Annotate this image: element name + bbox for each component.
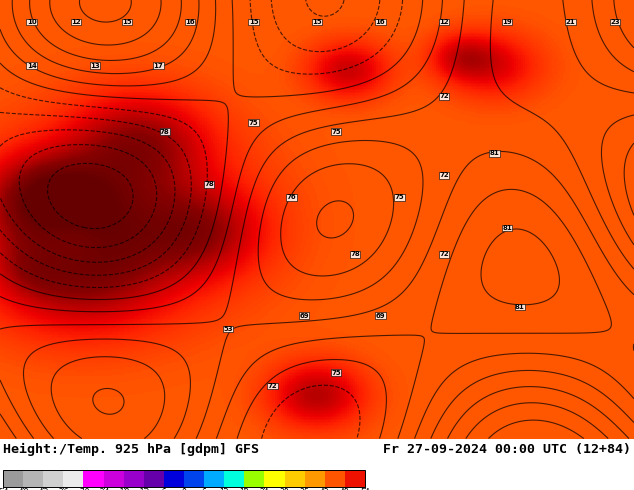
Text: 12: 12 — [219, 488, 229, 490]
Text: 54: 54 — [360, 488, 370, 490]
Text: 76: 76 — [287, 195, 297, 200]
Text: 81: 81 — [489, 150, 500, 156]
Text: 72: 72 — [439, 251, 449, 257]
Text: 23: 23 — [610, 19, 620, 25]
Text: 78: 78 — [204, 181, 214, 187]
Text: 10: 10 — [27, 19, 37, 25]
Text: 12: 12 — [71, 19, 81, 25]
Text: 14: 14 — [27, 63, 37, 69]
Text: -24: -24 — [98, 488, 110, 490]
Text: 75: 75 — [331, 370, 341, 376]
Text: 15: 15 — [249, 19, 259, 25]
Text: 12: 12 — [439, 19, 449, 25]
Text: -18: -18 — [117, 488, 130, 490]
Text: 13: 13 — [90, 63, 100, 69]
Bar — [264, 470, 285, 487]
Bar — [224, 470, 244, 487]
Text: 0: 0 — [181, 488, 186, 490]
Bar — [305, 470, 325, 487]
Bar — [23, 470, 43, 487]
Bar — [204, 470, 224, 487]
Bar — [285, 470, 305, 487]
Text: 15: 15 — [312, 19, 322, 25]
Text: 75: 75 — [249, 120, 259, 126]
Bar — [3, 470, 23, 487]
Text: 16: 16 — [375, 19, 385, 25]
Text: 75: 75 — [394, 195, 404, 200]
Bar — [345, 470, 365, 487]
Bar — [144, 470, 164, 487]
Text: Fr 27-09-2024 00:00 UTC (12+84): Fr 27-09-2024 00:00 UTC (12+84) — [383, 442, 631, 456]
Bar — [63, 470, 84, 487]
Bar — [43, 470, 63, 487]
Text: 78: 78 — [160, 128, 170, 135]
Text: 81: 81 — [515, 304, 525, 310]
Text: -36: -36 — [57, 488, 70, 490]
Text: 15: 15 — [122, 19, 132, 25]
Text: 17: 17 — [153, 63, 164, 69]
Text: 78: 78 — [350, 251, 360, 257]
Text: 69: 69 — [375, 313, 385, 319]
Text: 19: 19 — [502, 19, 512, 25]
Text: -54: -54 — [0, 488, 10, 490]
Text: 18: 18 — [240, 488, 249, 490]
Text: 53: 53 — [223, 326, 233, 332]
Text: -6: -6 — [160, 488, 168, 490]
Bar — [124, 470, 144, 487]
Bar — [184, 470, 204, 487]
Text: 75: 75 — [331, 128, 341, 135]
Bar — [3, 470, 365, 487]
Text: -12: -12 — [138, 488, 150, 490]
Text: 69: 69 — [299, 313, 309, 319]
Bar — [244, 470, 264, 487]
Bar — [325, 470, 345, 487]
Text: 30: 30 — [280, 488, 290, 490]
Text: -48: -48 — [17, 488, 29, 490]
Text: -30: -30 — [77, 488, 89, 490]
Text: Height:/Temp. 925 hPa [gdpm] GFS: Height:/Temp. 925 hPa [gdpm] GFS — [3, 442, 259, 456]
Text: -42: -42 — [37, 488, 49, 490]
Text: 72: 72 — [439, 94, 449, 99]
Text: 36: 36 — [300, 488, 309, 490]
Text: 42: 42 — [320, 488, 330, 490]
Text: 48: 48 — [340, 488, 350, 490]
Bar — [84, 470, 103, 487]
Text: 6: 6 — [202, 488, 207, 490]
Text: 21: 21 — [566, 19, 576, 25]
Text: 16: 16 — [185, 19, 195, 25]
Text: 72: 72 — [439, 172, 449, 178]
Text: 81: 81 — [502, 225, 512, 231]
Text: 24: 24 — [260, 488, 269, 490]
Bar — [103, 470, 124, 487]
Bar — [164, 470, 184, 487]
Text: 72: 72 — [268, 383, 278, 389]
